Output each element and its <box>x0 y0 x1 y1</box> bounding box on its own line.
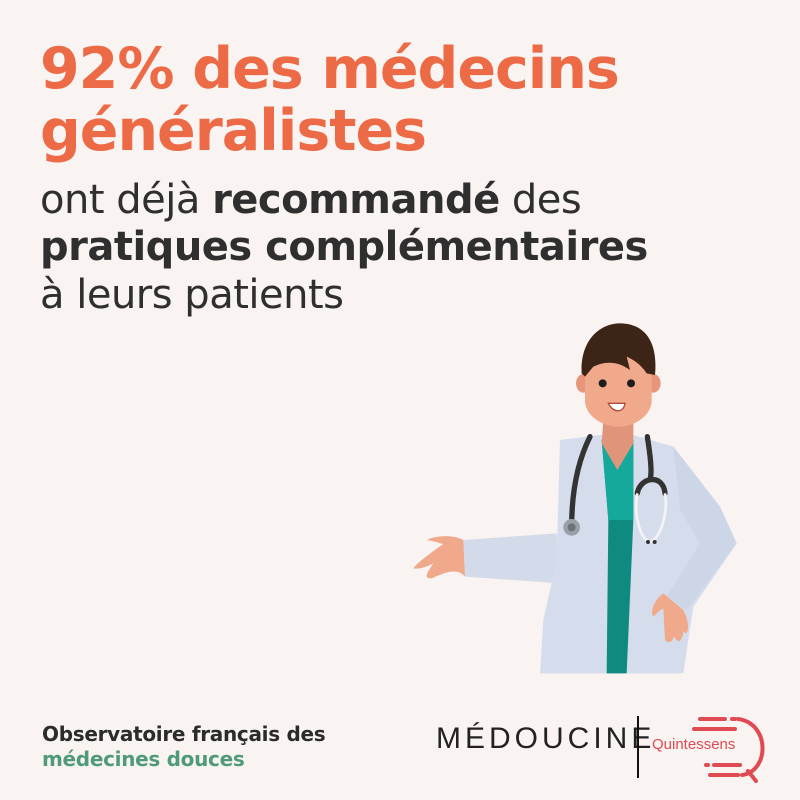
headline-line2: généralistes <box>40 98 427 164</box>
quintessens-logo: Quintessens <box>652 736 736 753</box>
subtitle-line2: pratiques complémentaires <box>40 224 648 270</box>
subtitle-line3: à leurs patients <box>40 272 344 318</box>
quintessens-q-icon <box>692 717 765 783</box>
subtitle-text: ont déjà <box>40 177 213 223</box>
footer-line1: Observatoire français des <box>42 722 326 746</box>
medoucine-logo: MÉDOUCINE <box>436 722 656 755</box>
subtitle-bold: pratiques complémentaires <box>40 224 648 270</box>
footer-line2: médecines douces <box>42 747 245 771</box>
subtitle-line1: ont déjà recommandé des <box>40 177 582 223</box>
headline-line1: 92% des médecins <box>40 36 620 102</box>
footer-observatoire: Observatoire français des médecines douc… <box>42 722 326 772</box>
subtitle-text: des <box>499 177 582 223</box>
logo-divider <box>637 716 639 778</box>
subtitle-bold: recommandé <box>212 177 500 223</box>
doctor-illustration <box>413 323 737 674</box>
